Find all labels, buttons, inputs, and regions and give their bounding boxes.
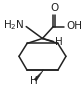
- Text: O: O: [50, 3, 58, 13]
- Text: H: H: [30, 76, 37, 86]
- Text: OH: OH: [66, 21, 82, 31]
- Polygon shape: [34, 70, 43, 81]
- Text: H: H: [55, 37, 63, 47]
- Text: H$_2$N: H$_2$N: [3, 19, 24, 32]
